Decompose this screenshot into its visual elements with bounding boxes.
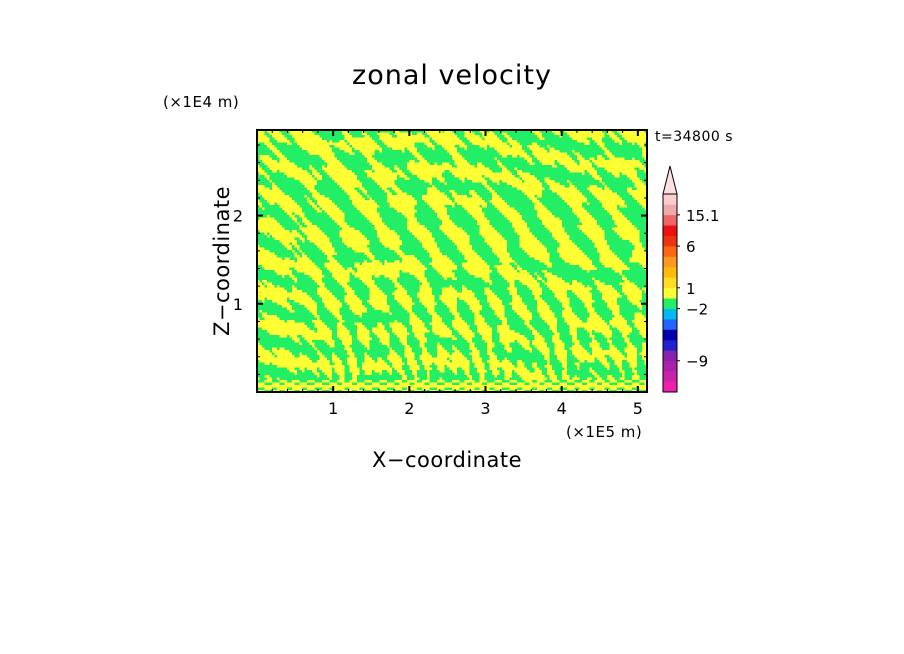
- colorbar-overflow-triangle: [662, 165, 678, 195]
- colorbar-swatch: [663, 360, 677, 372]
- y-axis-unit: (×1E4 m): [163, 93, 240, 111]
- colorbar-swatch: [663, 329, 677, 341]
- x-tick-label: 5: [633, 399, 643, 418]
- x-tick-label: 4: [557, 399, 567, 418]
- time-label: t=34800 s: [655, 129, 733, 145]
- colorbar-swatch: [663, 350, 677, 362]
- colorbar-swatch: [663, 204, 677, 216]
- colorbar-swatch: [663, 266, 677, 278]
- colorbar-swatch: [663, 339, 677, 351]
- x-axis-unit: (×1E5 m): [566, 423, 643, 441]
- velocity-field: [257, 130, 647, 392]
- y-axis-ticks: 12: [233, 144, 647, 375]
- colorbar-swatch: [663, 277, 677, 289]
- x-tick-label: 1: [328, 399, 338, 418]
- colorbar-label: −2: [686, 301, 708, 319]
- colorbar-swatch: [663, 214, 677, 226]
- colorbar-label: −9: [686, 353, 708, 371]
- chart-title: zonal velocity: [352, 60, 552, 91]
- colorbar-swatch: [663, 298, 677, 309]
- y-tick-label: 2: [233, 207, 243, 226]
- x-axis-ticks: 1 2 3 4 5: [271, 130, 643, 418]
- colorbar-swatch: [663, 225, 677, 236]
- x-tick-label: 2: [404, 399, 414, 418]
- colorbar-swatch: [663, 381, 677, 393]
- colorbar-swatch: [663, 308, 677, 320]
- colorbar-swatch: [663, 319, 677, 330]
- colorbar-swatch: [663, 371, 677, 382]
- x-axis-label: X−coordinate: [372, 448, 522, 472]
- y-tick-label: 1: [233, 295, 243, 314]
- plot-frame: [256, 129, 648, 393]
- x-tick-label: 3: [480, 399, 490, 418]
- colorbar-label: 1: [686, 280, 696, 298]
- colorbar: 15.1 6 1 −2 −9: [662, 165, 719, 393]
- colorbar-swatch: [663, 256, 677, 268]
- colorbar-label: 15.1: [686, 207, 719, 225]
- field-negative-regions: [257, 130, 647, 392]
- colorbar-swatch: [663, 246, 677, 257]
- colorbar-label: 6: [686, 238, 696, 256]
- colorbar-swatch: [663, 194, 677, 205]
- colorbar-swatch: [663, 235, 677, 247]
- colorbar-swatch: [663, 287, 677, 299]
